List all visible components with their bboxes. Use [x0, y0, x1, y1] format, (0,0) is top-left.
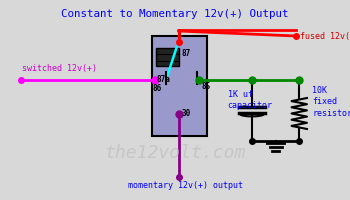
Text: 1K uf
capacitor: 1K uf capacitor	[228, 90, 273, 110]
Text: momentary 12v(+) output: momentary 12v(+) output	[128, 180, 243, 190]
Text: 85: 85	[201, 82, 210, 90]
Text: 30: 30	[181, 110, 190, 118]
Bar	[152, 36, 206, 136]
Text: 10K
fixed
resistor: 10K fixed resistor	[312, 86, 350, 118]
Text: fused 12v(+): fused 12v(+)	[300, 31, 350, 40]
Text: 87: 87	[182, 49, 191, 58]
Text: Constant to Momentary 12v(+) Output: Constant to Momentary 12v(+) Output	[61, 9, 289, 19]
Bar	[156, 48, 178, 66]
Text: 87a: 87a	[156, 75, 170, 84]
Text: the12volt.com: the12volt.com	[104, 144, 246, 162]
Text: 86: 86	[153, 84, 162, 93]
Text: switched 12v(+): switched 12v(+)	[22, 64, 97, 73]
